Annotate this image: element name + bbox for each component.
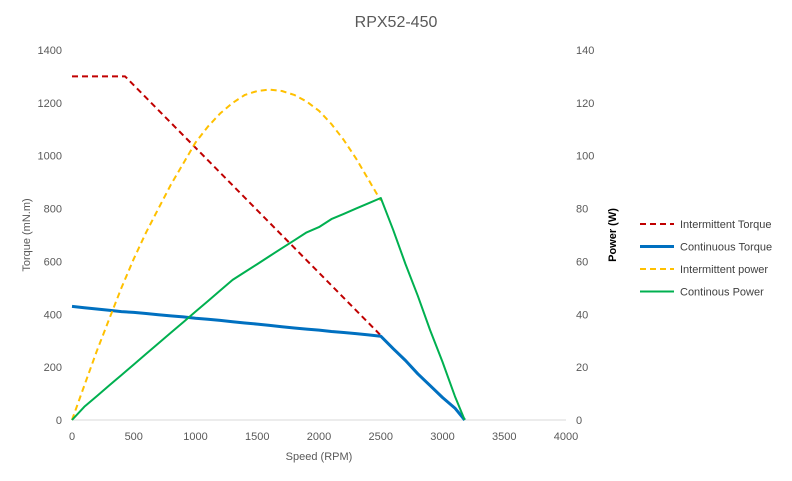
legend-label-intermittent-torque: Intermittent Torque bbox=[680, 219, 772, 231]
y-left-tick-label: 1400 bbox=[38, 45, 62, 57]
x-tick-label: 1000 bbox=[183, 431, 207, 443]
y-left-tick-label: 800 bbox=[44, 204, 62, 216]
series-line-continuous-torque bbox=[71, 304, 466, 421]
x-tick-label: 500 bbox=[125, 431, 143, 443]
y-right-tick-labels: 0 20 40 60 80 100 120 140 bbox=[576, 45, 594, 427]
series-line-continous-power bbox=[71, 197, 466, 421]
y-right-tick-label: 140 bbox=[576, 45, 594, 57]
legend-label-intermittent-power: Intermittent power bbox=[680, 264, 768, 276]
x-tick-label: 1500 bbox=[245, 431, 269, 443]
y-left-tick-label: 600 bbox=[44, 256, 62, 268]
y-right-tick-label: 60 bbox=[576, 256, 588, 268]
y-left-tick-label: 1000 bbox=[38, 151, 62, 163]
y-right-tick-label: 80 bbox=[576, 204, 588, 216]
y-right-tick-label: 20 bbox=[576, 362, 588, 374]
y-left-tick-labels: 0 200 400 600 800 1000 1200 1400 bbox=[38, 45, 62, 427]
chart-title: RPX52-450 bbox=[355, 14, 438, 31]
y-right-tick-label: 120 bbox=[576, 98, 594, 110]
legend-label-continuous-torque: Continuous Torque bbox=[680, 242, 772, 254]
legend: Intermittent Torque Continuous Torque Inte… bbox=[640, 219, 772, 299]
x-axis-label: Speed (RPM) bbox=[286, 451, 353, 463]
x-tick-label: 4000 bbox=[554, 431, 578, 443]
series-line-intermittent-power bbox=[71, 88, 382, 421]
y-right-tick-label: 0 bbox=[576, 415, 582, 427]
y-right-tick-label: 40 bbox=[576, 309, 588, 321]
y-left-tick-label: 1200 bbox=[38, 98, 62, 110]
x-tick-label: 2000 bbox=[307, 431, 331, 443]
y-left-tick-label: 0 bbox=[56, 415, 62, 427]
x-tick-labels: 0 500 1000 1500 2000 2500 3000 3500 4000 bbox=[69, 431, 578, 443]
series-line-intermittent-torque bbox=[72, 75, 382, 337]
legend-label-continous-power: Continous Power bbox=[680, 287, 764, 299]
y-left-axis-label: Torque (mN.m) bbox=[21, 198, 33, 271]
x-tick-label: 3500 bbox=[492, 431, 516, 443]
y-right-tick-label: 100 bbox=[576, 151, 594, 163]
y-right-axis-label: Power (W) bbox=[607, 208, 619, 262]
series-layer bbox=[71, 75, 466, 421]
x-tick-label: 3000 bbox=[430, 431, 454, 443]
y-left-tick-label: 400 bbox=[44, 309, 62, 321]
y-left-tick-label: 200 bbox=[44, 362, 62, 374]
x-tick-label: 2500 bbox=[369, 431, 393, 443]
x-tick-label: 0 bbox=[69, 431, 75, 443]
